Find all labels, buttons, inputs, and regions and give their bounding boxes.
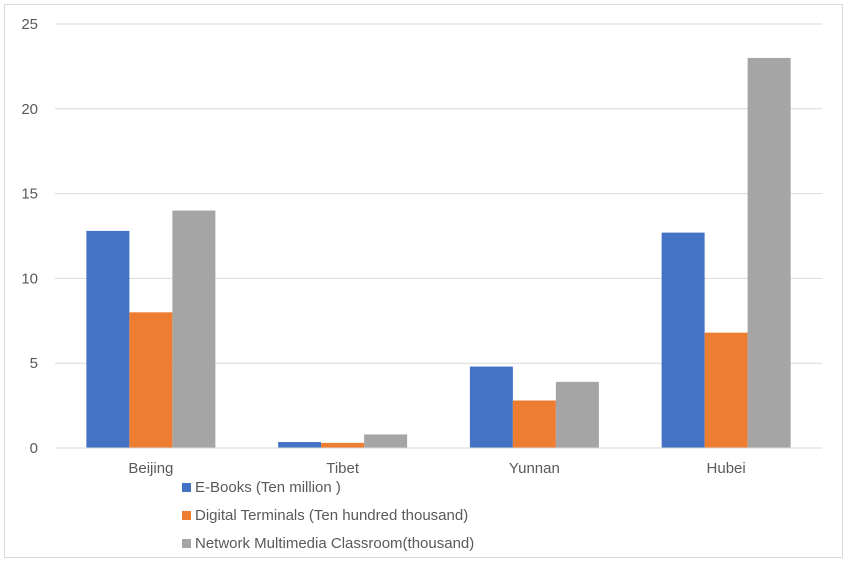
bar-beijing-series-3 bbox=[172, 210, 216, 448]
y-tick-label: 20 bbox=[21, 101, 38, 118]
bar-beijing-series-1 bbox=[86, 230, 130, 448]
y-tick-label: 15 bbox=[21, 186, 38, 203]
bar-yunnan-series-3 bbox=[555, 381, 599, 448]
y-tick-label: 5 bbox=[30, 355, 38, 372]
x-category-label: Yunnan bbox=[509, 460, 560, 477]
x-category-label: Tibet bbox=[326, 460, 360, 477]
y-tick-label: 0 bbox=[30, 440, 38, 457]
y-axis-ticks: 0 5 10 15 20 25 bbox=[21, 16, 38, 457]
bars bbox=[86, 57, 791, 449]
legend-label: Digital Terminals (Ten hundred thousand) bbox=[195, 507, 468, 524]
legend-label: E-Books (Ten million ) bbox=[195, 479, 341, 496]
bar-hubei-series-3 bbox=[747, 57, 791, 449]
bar-hubei-series-1 bbox=[661, 232, 705, 448]
x-category-label: Hubei bbox=[707, 460, 746, 477]
legend-label: Network Multimedia Classroom(thousand) bbox=[195, 535, 474, 552]
y-tick-label: 25 bbox=[21, 16, 38, 33]
bar-beijing-series-2 bbox=[129, 312, 173, 448]
legend-swatch bbox=[182, 483, 191, 492]
bar-tibet-series-1 bbox=[278, 442, 322, 448]
bar-yunnan-series-1 bbox=[469, 366, 513, 448]
x-category-label: Beijing bbox=[128, 460, 173, 477]
bar-tibet-series-2 bbox=[321, 442, 365, 448]
bar-yunnan-series-2 bbox=[512, 400, 556, 448]
y-tick-label: 10 bbox=[21, 270, 38, 287]
x-axis-categories: Beijing Tibet Yunnan Hubei bbox=[128, 460, 745, 477]
legend: E-Books (Ten million ) Digital Terminals … bbox=[182, 479, 474, 552]
legend-swatch bbox=[182, 511, 191, 520]
bar-hubei-series-2 bbox=[704, 332, 748, 448]
legend-swatch bbox=[182, 539, 191, 548]
bar-tibet-series-3 bbox=[364, 434, 408, 448]
